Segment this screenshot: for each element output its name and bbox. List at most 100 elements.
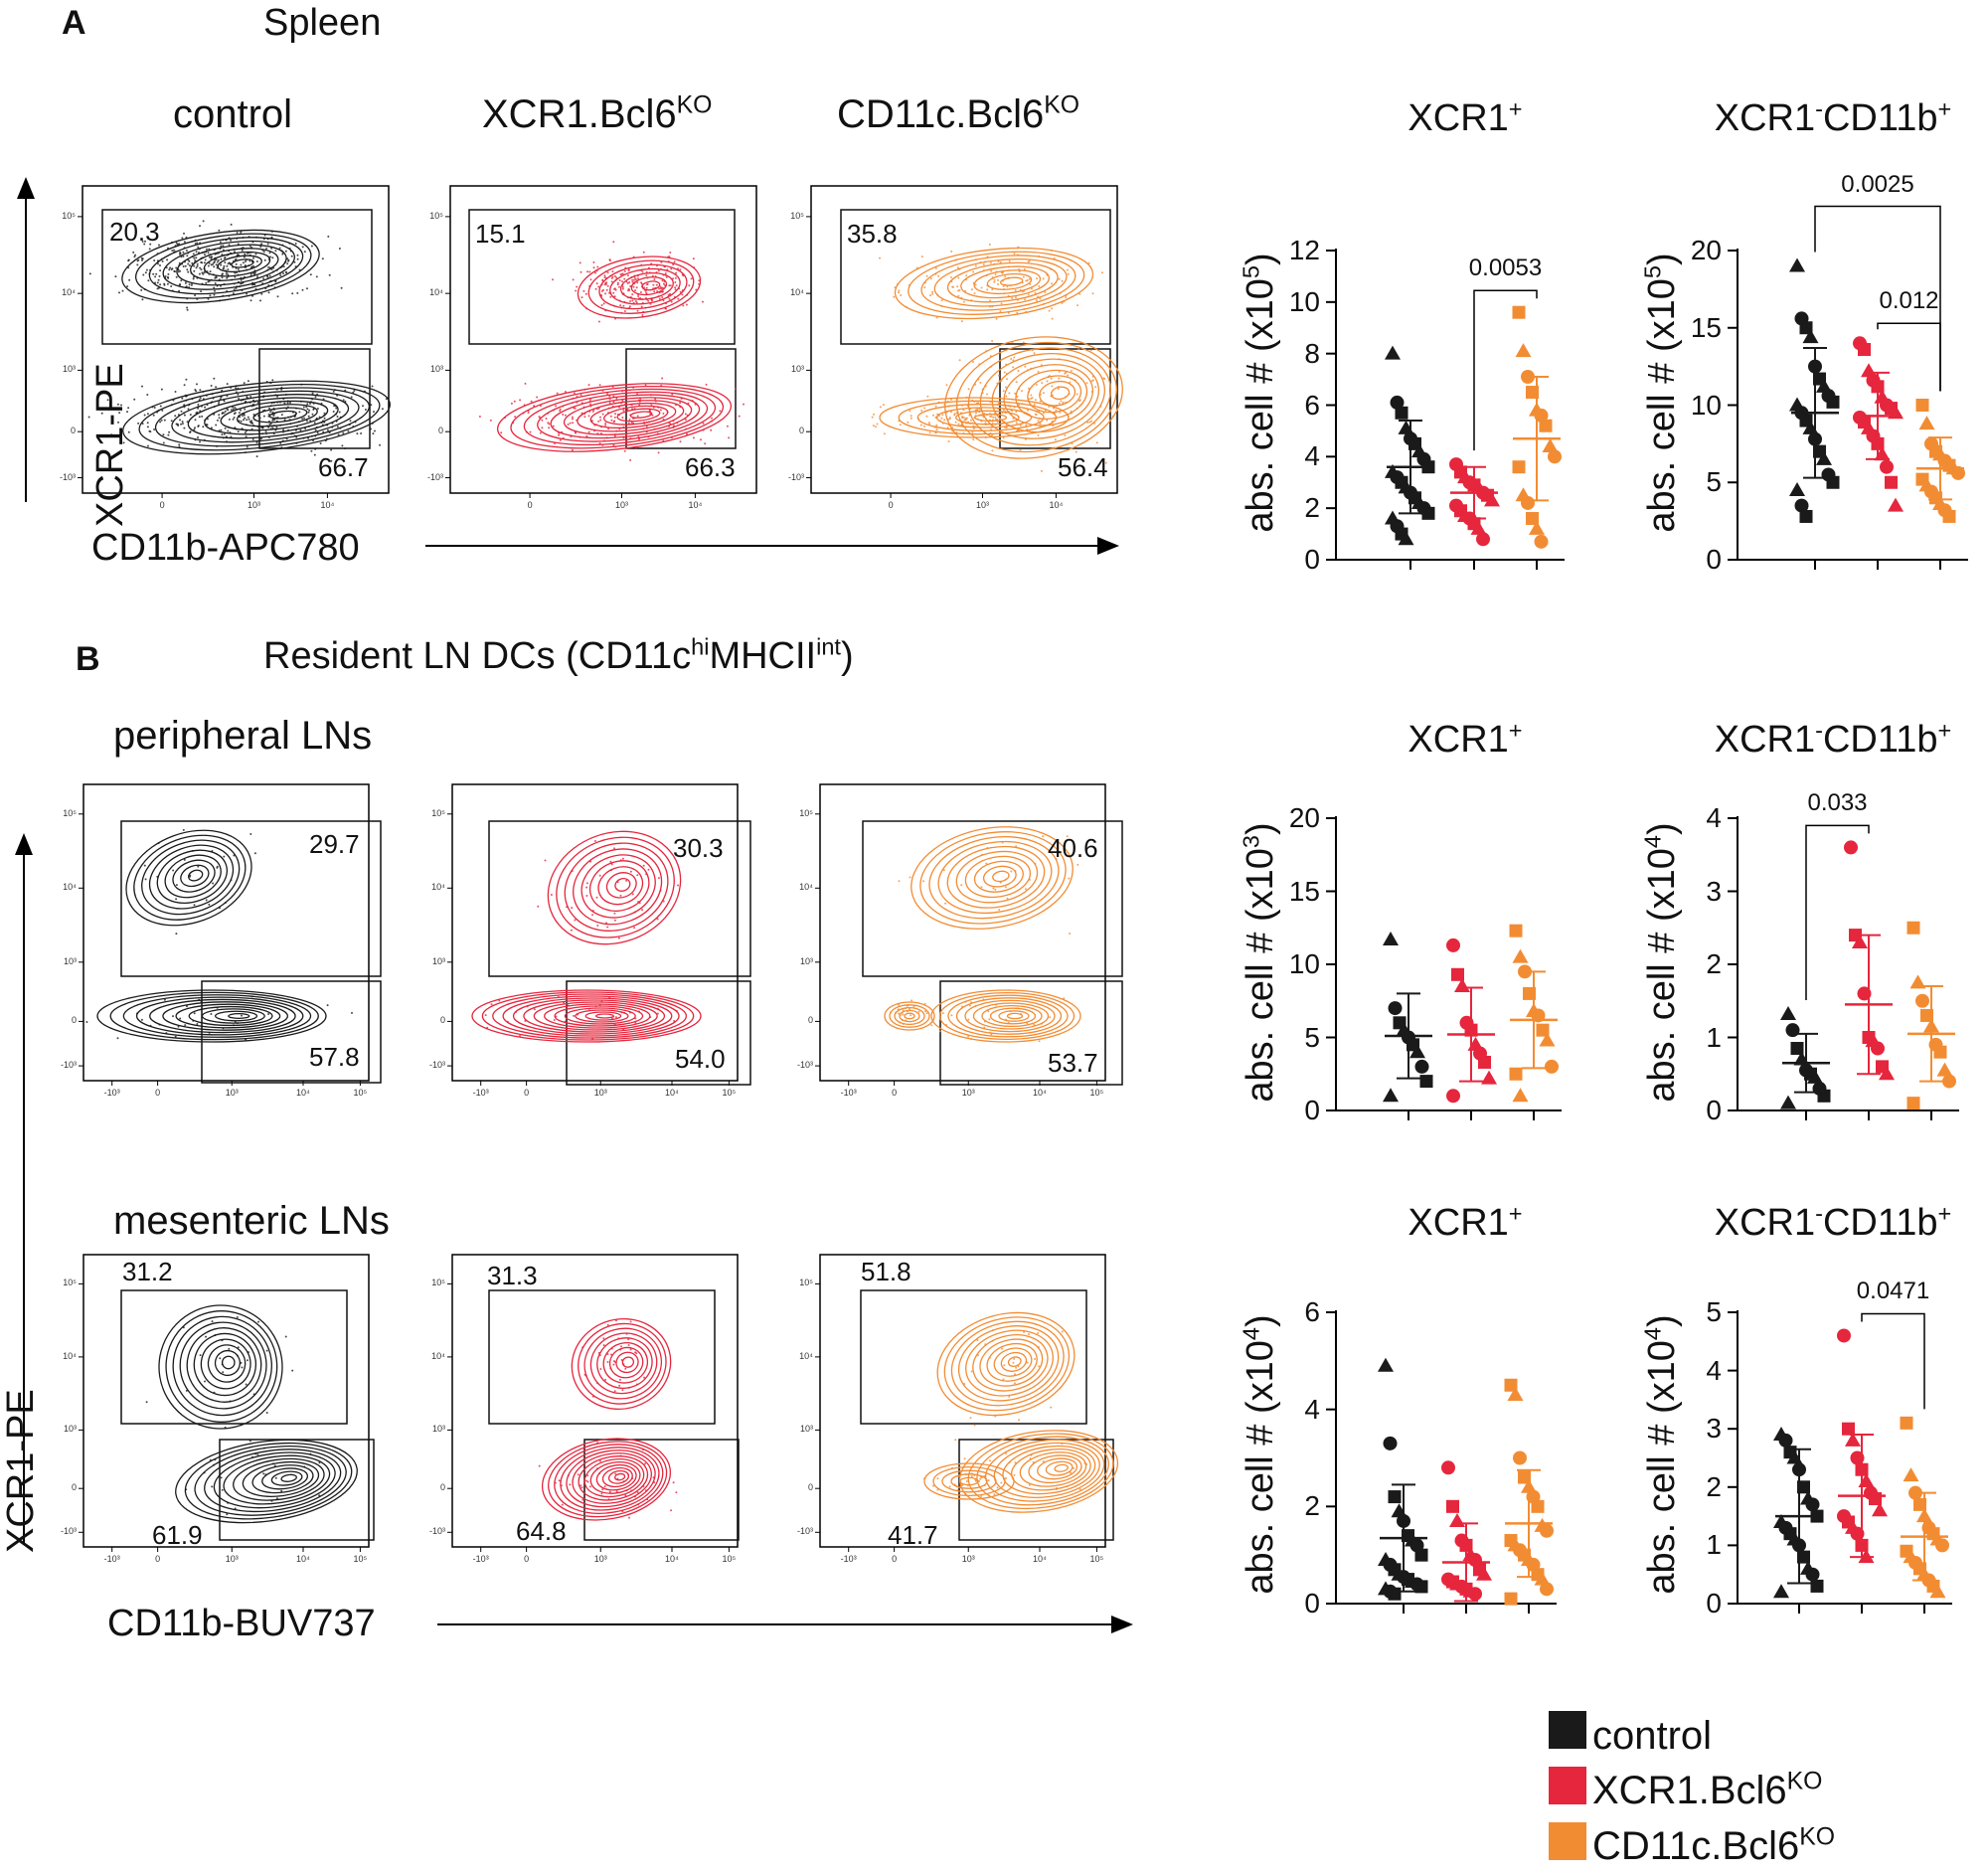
event-dot [120, 404, 122, 407]
flow-x-tick-label: 0 [888, 500, 894, 510]
event-dot [631, 293, 634, 296]
event-dot [259, 299, 261, 302]
event-dot [360, 432, 363, 434]
event-dot [347, 429, 350, 432]
event-dot [223, 266, 225, 269]
flow-y-tick-label: 10⁵ [799, 1278, 813, 1288]
event-dot [314, 396, 317, 399]
event-dot [250, 422, 253, 425]
flow-y-tick-label: 10⁴ [431, 882, 445, 893]
event-dot [362, 405, 364, 408]
flow-x-tick-label: 10³ [614, 500, 628, 510]
flow-y-tick-label: 0 [437, 426, 443, 436]
gate-rectangle [101, 209, 373, 345]
event-dot [243, 414, 246, 417]
event-dot [127, 259, 130, 262]
y-tick-label: 1 [1706, 1021, 1722, 1053]
event-dot [199, 389, 202, 392]
event-dot [306, 408, 309, 411]
event-dot [321, 257, 324, 260]
event-dot [166, 275, 169, 278]
event-dot [110, 433, 113, 436]
event-dot [213, 293, 216, 296]
event-dot [271, 379, 274, 382]
event-dot [649, 413, 652, 416]
y-tick-label: 6 [1304, 389, 1320, 421]
event-dot [606, 393, 609, 395]
event-dot [571, 418, 574, 421]
event-dot [199, 266, 202, 269]
event-dot [146, 413, 149, 416]
event-dot [685, 303, 688, 306]
panel-b-title: Resident LN DCs (CD11chiMHCIIint) [263, 633, 854, 677]
event-dot [552, 278, 554, 281]
event-dot [266, 275, 269, 278]
density-contour [252, 407, 308, 424]
gate-value: 54.0 [675, 1044, 726, 1074]
p-value-label: 0.0025 [1841, 170, 1914, 198]
event-dot [636, 415, 639, 418]
event-dot [160, 419, 163, 422]
y-tick-label: 0 [1706, 1588, 1722, 1619]
event-dot [178, 253, 181, 256]
gate-value: 66.3 [685, 452, 736, 482]
event-dot [244, 417, 247, 420]
event-dot [232, 418, 235, 421]
event-dot [159, 264, 161, 266]
event-dot [251, 438, 254, 440]
event-dot [541, 426, 544, 429]
event-dot [227, 409, 230, 412]
y-tick-label: 10 [1690, 389, 1722, 421]
event-dot [220, 263, 223, 266]
event-dot [641, 270, 644, 273]
event-dot [157, 278, 160, 281]
event-dot [364, 409, 367, 411]
event-dot [284, 250, 287, 253]
event-dot [307, 415, 310, 418]
flow-x-tick-label: 10³ [975, 500, 989, 510]
flow-x-tick-label: 0 [892, 1554, 898, 1564]
event-dot [215, 276, 218, 279]
event-dot [344, 447, 346, 450]
flow-y-tick-label: 0 [439, 1482, 445, 1493]
flow-y-tick-label: 0 [71, 1015, 77, 1026]
event-dot [269, 256, 271, 258]
flow-y-tick-label: -10³ [787, 471, 804, 482]
flow-x-tick-label: 0 [155, 1088, 161, 1098]
event-dot [133, 398, 136, 401]
gate-rectangle [468, 209, 736, 345]
y-tick-label: 0 [1706, 1095, 1722, 1125]
p-value-label: 0.012 [1879, 287, 1939, 315]
panel-b-label: B [76, 640, 100, 678]
event-dot [170, 285, 173, 287]
event-dot [315, 275, 318, 278]
event-dot [629, 300, 632, 302]
event-dot [342, 399, 345, 402]
event-dot [140, 288, 143, 291]
event-dot [726, 425, 729, 427]
event-dot [274, 280, 277, 283]
event-dot [240, 231, 243, 234]
event-dot [579, 261, 581, 264]
event-dot [332, 411, 335, 413]
event-dot [610, 419, 613, 422]
event-dot [214, 289, 216, 292]
event-dot [230, 239, 233, 242]
event-dot [583, 416, 586, 419]
event-dot [661, 296, 664, 298]
event-dot [249, 396, 252, 398]
event-dot [147, 444, 149, 447]
event-dot [240, 409, 242, 412]
event-dot [586, 270, 588, 273]
event-dot [146, 426, 149, 428]
event-dot [276, 395, 279, 398]
event-dot [178, 243, 181, 246]
event-dot [664, 271, 667, 274]
event-dot [160, 388, 163, 391]
event-dot [241, 415, 244, 418]
density-contour [190, 248, 279, 281]
y-tick-label: 2 [1706, 948, 1722, 979]
flow-x-tick-label: 10⁴ [1033, 1088, 1047, 1098]
event-dot [144, 240, 146, 243]
event-dot [199, 397, 202, 400]
